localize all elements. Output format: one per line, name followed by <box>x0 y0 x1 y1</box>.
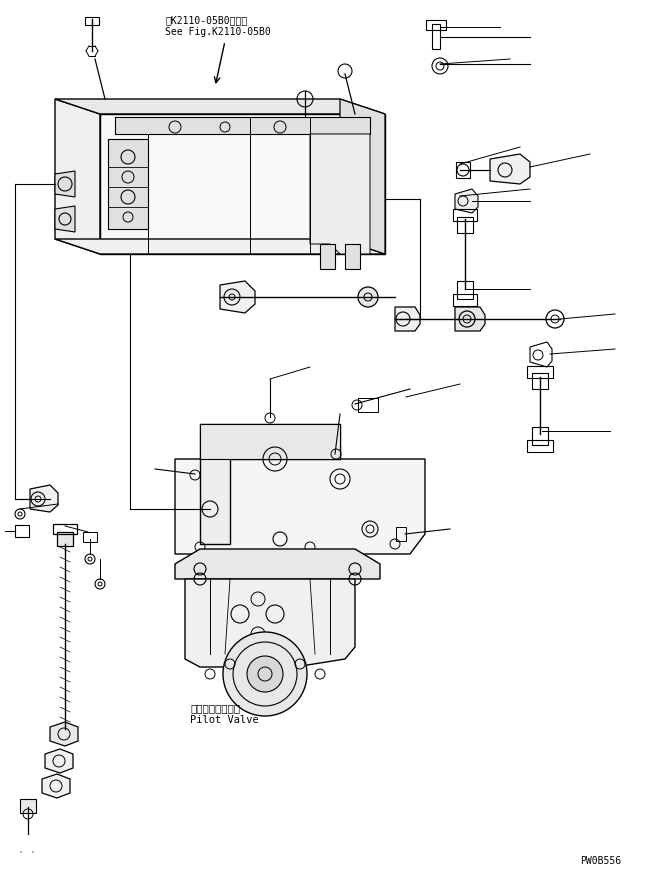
Circle shape <box>358 288 378 308</box>
Polygon shape <box>55 100 385 115</box>
Bar <box>456 163 470 179</box>
Polygon shape <box>185 580 355 667</box>
Bar <box>453 209 477 222</box>
Polygon shape <box>42 774 70 798</box>
Bar <box>532 374 548 389</box>
Text: 第K2110-05B0図参照: 第K2110-05B0図参照 <box>165 15 247 25</box>
Polygon shape <box>200 425 340 460</box>
Text: PW0B556: PW0B556 <box>580 855 621 865</box>
Bar <box>57 533 73 547</box>
Bar <box>108 140 148 229</box>
Polygon shape <box>115 118 370 135</box>
Polygon shape <box>490 155 530 185</box>
Bar <box>527 441 553 453</box>
Polygon shape <box>50 722 78 746</box>
Polygon shape <box>455 308 485 332</box>
Circle shape <box>223 633 307 716</box>
Polygon shape <box>220 282 255 314</box>
Polygon shape <box>175 460 425 554</box>
Bar <box>396 527 406 541</box>
Text: パイロットバルブ: パイロットバルブ <box>190 702 240 713</box>
Polygon shape <box>455 189 478 214</box>
Text: See Fig.K2110-05B0: See Fig.K2110-05B0 <box>165 27 271 37</box>
Bar <box>432 25 440 50</box>
Bar <box>15 526 29 537</box>
Bar <box>453 295 477 307</box>
Bar <box>85 18 99 26</box>
Polygon shape <box>200 425 340 544</box>
Bar <box>358 399 378 413</box>
Bar <box>527 367 553 379</box>
Bar <box>20 799 36 813</box>
Text: . .: . . <box>18 844 36 854</box>
Polygon shape <box>100 115 385 255</box>
Polygon shape <box>55 207 75 233</box>
Polygon shape <box>30 486 58 513</box>
Polygon shape <box>55 240 385 255</box>
Bar <box>532 428 548 446</box>
Bar <box>457 218 473 234</box>
Polygon shape <box>175 549 380 580</box>
Polygon shape <box>55 100 100 255</box>
Polygon shape <box>320 245 335 269</box>
Polygon shape <box>55 172 75 198</box>
Bar <box>53 524 77 534</box>
Bar <box>457 282 473 300</box>
Polygon shape <box>310 135 370 255</box>
Circle shape <box>247 656 283 693</box>
Polygon shape <box>345 245 360 269</box>
Text: Pilot Valve: Pilot Valve <box>190 714 259 724</box>
Polygon shape <box>395 308 420 332</box>
Polygon shape <box>340 100 385 255</box>
Bar <box>83 533 97 542</box>
Bar <box>426 21 446 31</box>
Polygon shape <box>45 749 73 773</box>
